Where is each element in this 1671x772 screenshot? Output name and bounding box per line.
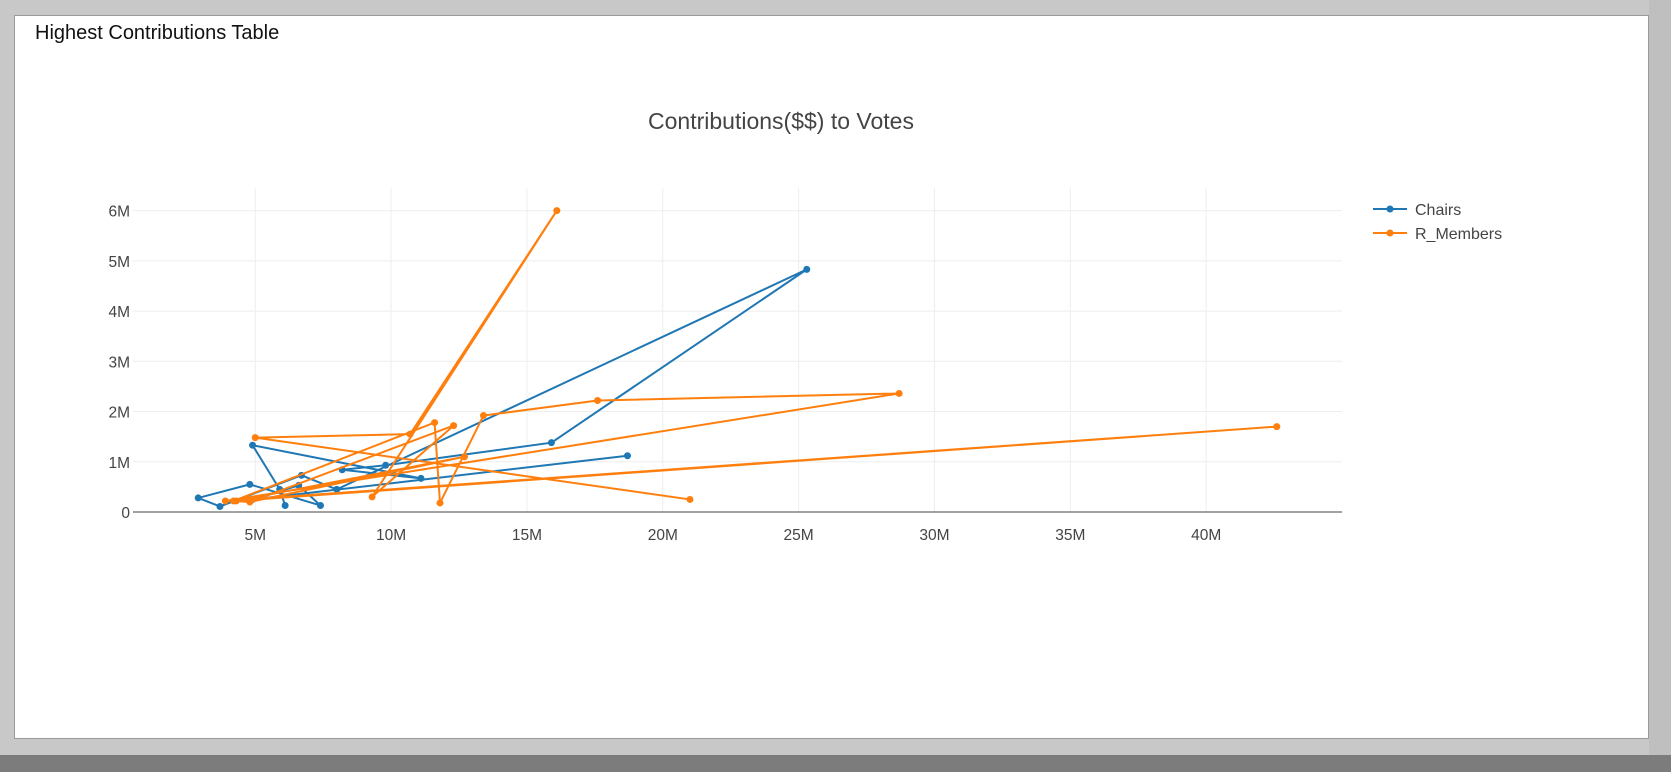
chart-panel: Highest Contributions Table Contribution… (14, 15, 1649, 739)
chart-svg[interactable]: Contributions($$) to Votes 5M 10M 15M 20M 25… (15, 16, 1648, 738)
x-tick-label: 20M (648, 527, 678, 544)
data-point (594, 396, 602, 404)
series-line (197, 268, 808, 508)
chart-title: Contributions($$) to Votes (648, 108, 914, 134)
chart-legend[interactable]: Chairs R_Members (1373, 202, 1502, 243)
data-point (895, 389, 903, 397)
data-point (406, 430, 414, 438)
legend-marker (1386, 229, 1394, 237)
series-r-members (221, 207, 1281, 507)
data-point (316, 501, 324, 509)
chart-series (194, 207, 1281, 510)
data-point (246, 498, 254, 506)
data-point (431, 419, 439, 427)
series-chairs (194, 265, 811, 510)
x-tick-label: 30M (919, 527, 949, 544)
data-point (194, 494, 202, 502)
data-point (436, 499, 444, 507)
data-point (1273, 423, 1281, 431)
data-point (547, 439, 555, 447)
data-point (249, 441, 257, 449)
window-border-bottom (0, 755, 1671, 772)
legend-item[interactable]: R_Members (1373, 226, 1502, 243)
data-point (368, 493, 376, 501)
x-tick-label: 35M (1055, 527, 1085, 544)
data-point (251, 434, 259, 442)
x-tick-label: 25M (784, 527, 814, 544)
chart-axes: 5M 10M 15M 20M 25M 30M 35M 40M 0 1M 2M 3M 4M 5M 6M (108, 204, 1342, 544)
data-point (281, 501, 289, 509)
x-tick-label: 15M (512, 527, 542, 544)
series-line (224, 209, 1278, 504)
y-tick-label: 1M (108, 455, 130, 472)
window-border-right (1649, 0, 1671, 772)
chart-grid (133, 188, 1342, 512)
data-point (216, 502, 224, 510)
y-tick-label: 5M (108, 254, 130, 271)
y-tick-label: 3M (108, 354, 130, 371)
y-tick-label: 6M (108, 204, 130, 221)
x-tick-label: 5M (244, 527, 266, 544)
data-point (450, 422, 458, 430)
data-point (553, 207, 561, 215)
y-tick-label: 2M (108, 405, 130, 422)
data-point (246, 480, 254, 488)
y-tick-label: 4M (108, 304, 130, 321)
legend-label: R_Members (1415, 226, 1502, 243)
data-point (333, 485, 341, 493)
legend-marker (1386, 205, 1394, 213)
data-point (232, 497, 240, 505)
data-point (382, 461, 390, 469)
x-tick-label: 40M (1191, 527, 1221, 544)
data-point (460, 453, 468, 461)
x-tick-label: 10M (376, 527, 406, 544)
data-point (417, 474, 425, 482)
legend-item[interactable]: Chairs (1373, 202, 1461, 219)
data-point (221, 497, 229, 505)
legend-label: Chairs (1415, 202, 1461, 219)
data-point (686, 495, 694, 503)
panel-title: Highest Contributions Table (35, 22, 280, 44)
data-point (803, 265, 811, 273)
data-point (623, 452, 631, 460)
data-point (479, 412, 487, 420)
y-tick-label: 0 (121, 505, 130, 522)
